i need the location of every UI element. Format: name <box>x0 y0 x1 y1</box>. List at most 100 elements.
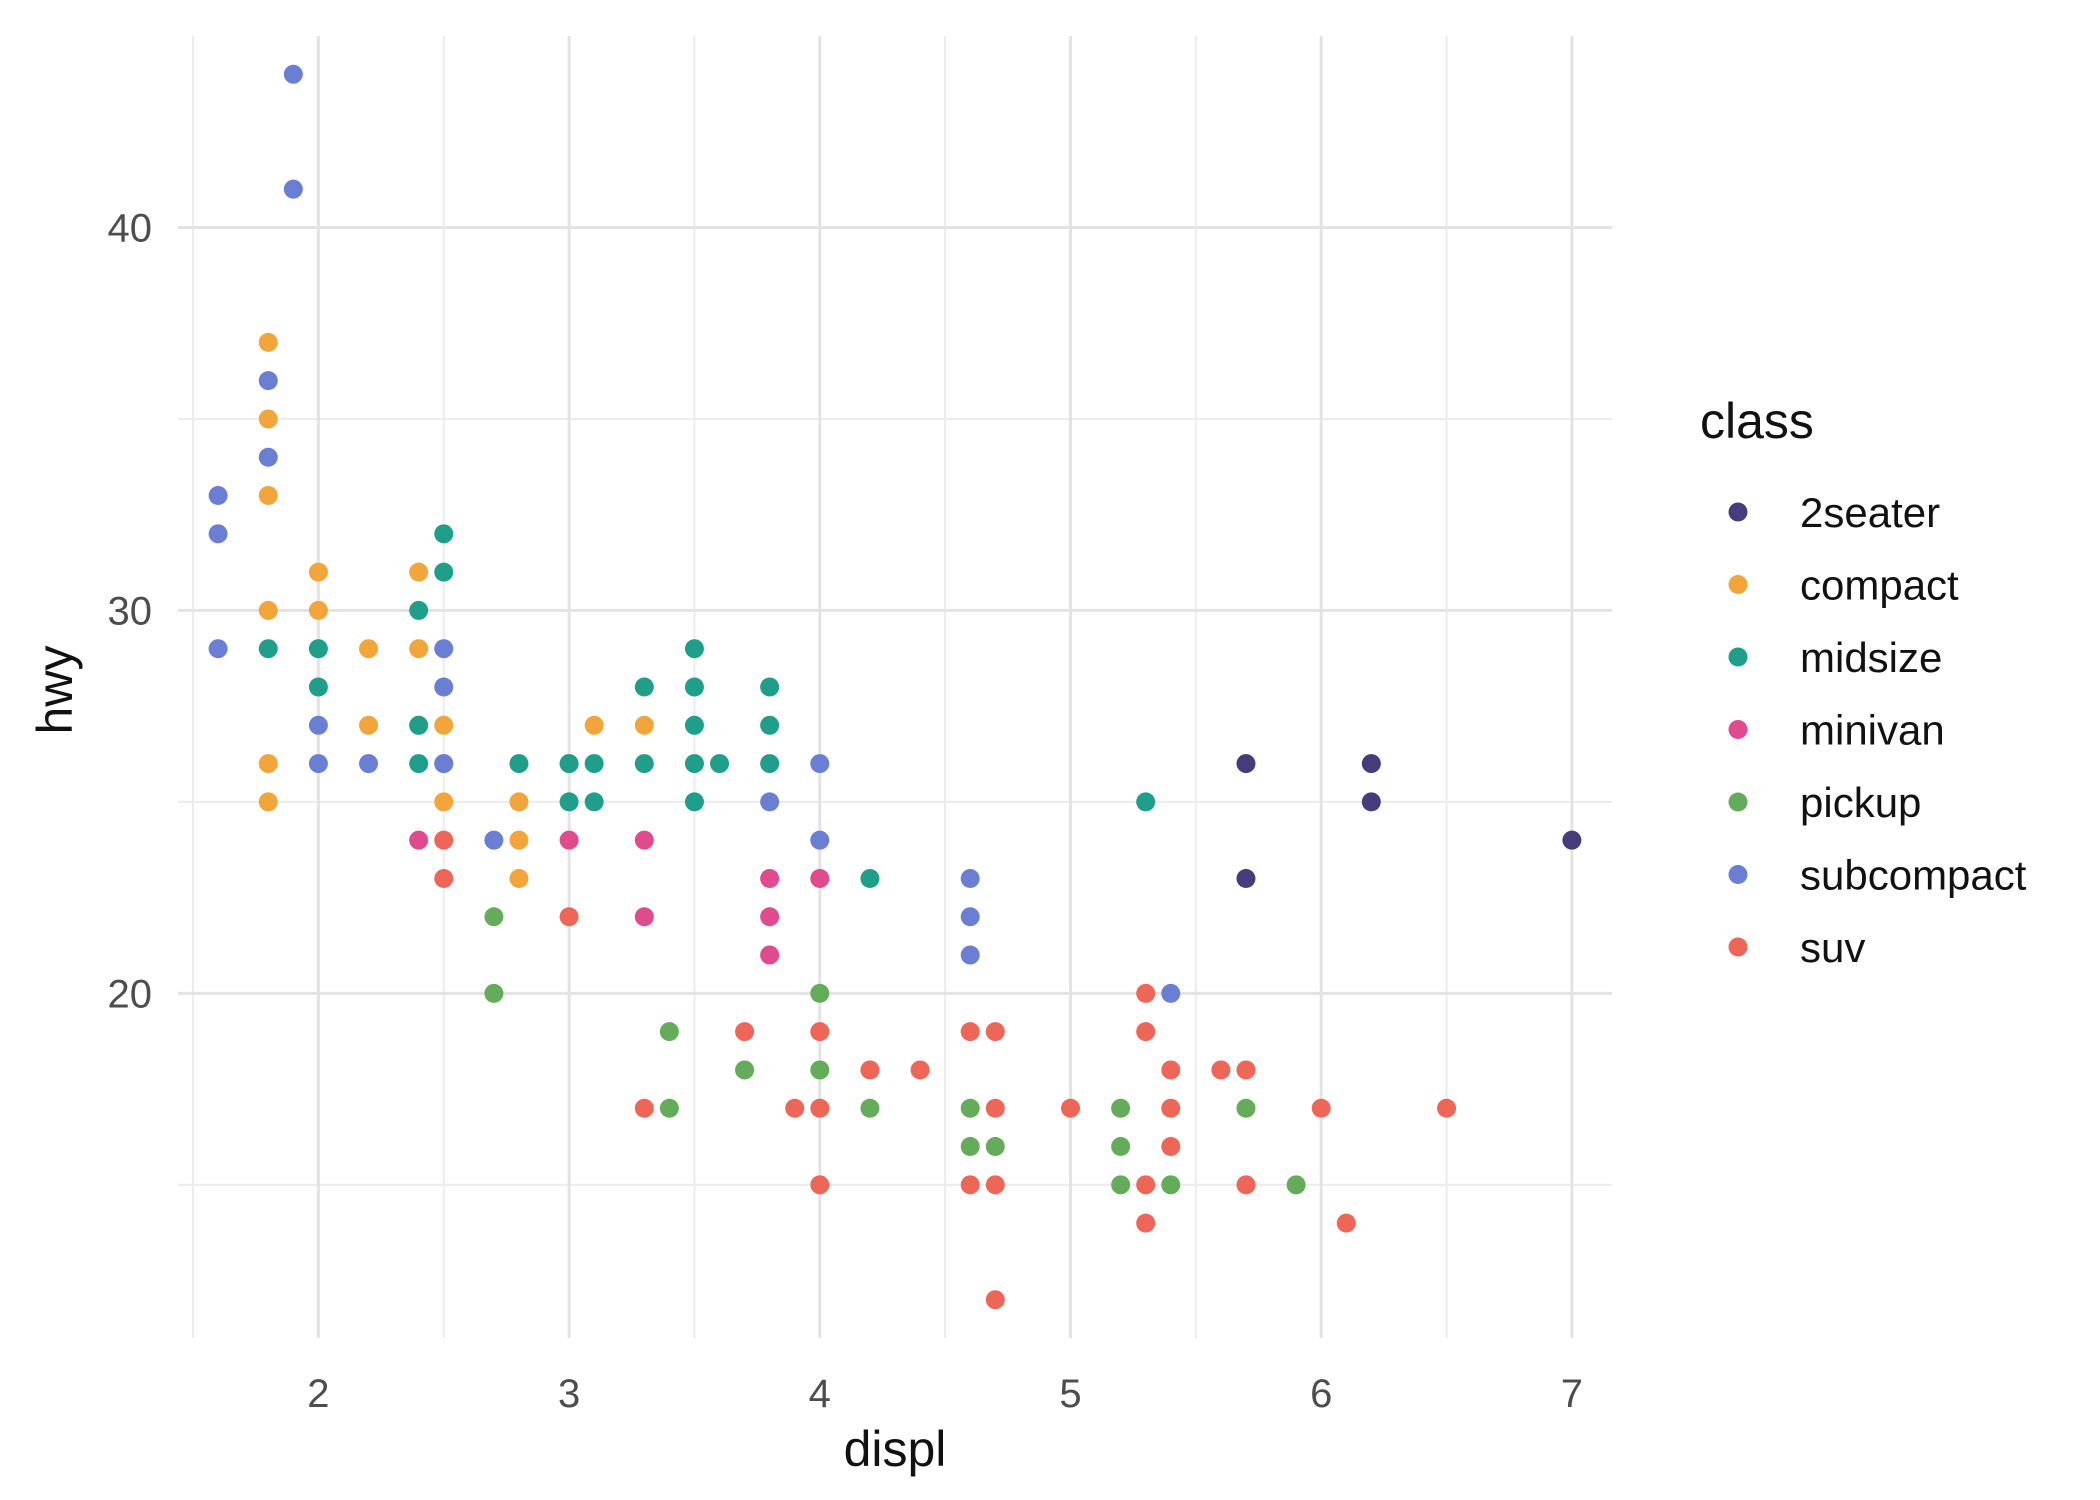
data-point-midsize <box>409 754 429 774</box>
data-point-compact <box>359 715 379 735</box>
data-point-midsize <box>559 754 579 774</box>
data-point-pickup <box>1236 1098 1256 1118</box>
data-point-pickup <box>484 983 504 1003</box>
data-point-midsize <box>684 792 704 812</box>
data-point-suv <box>1136 983 1156 1003</box>
y-tick-label: 40 <box>108 206 153 250</box>
legend-key-subcompact <box>1728 865 1748 884</box>
data-point-compact <box>509 868 529 888</box>
legend-key-minivan <box>1728 720 1748 739</box>
data-point-compact <box>409 639 429 659</box>
data-point-subcompact <box>208 639 228 659</box>
data-point-suv <box>735 1022 755 1042</box>
data-point-suv <box>1136 1175 1156 1195</box>
data-point-subcompact <box>283 179 303 199</box>
legend-key-suv <box>1728 937 1748 957</box>
data-point-compact <box>509 830 529 850</box>
data-point-midsize <box>684 715 704 735</box>
data-point-subcompact <box>434 677 454 697</box>
data-point-suv <box>810 1175 830 1195</box>
data-point-compact <box>434 715 454 735</box>
data-point-compact <box>258 600 278 620</box>
data-point-subcompact <box>960 945 980 965</box>
y-tick-label: 30 <box>108 589 153 633</box>
data-point-compact <box>359 639 379 659</box>
data-point-midsize <box>409 715 429 735</box>
data-point-suv <box>960 1022 980 1042</box>
x-tick-label: 2 <box>307 1372 329 1416</box>
data-point-midsize <box>559 792 579 812</box>
data-point-suv <box>559 907 579 927</box>
data-point-compact <box>308 562 328 582</box>
data-point-midsize <box>258 639 278 659</box>
data-point-subcompact <box>359 754 379 774</box>
data-points-layer <box>208 64 1582 1310</box>
data-point-subcompact <box>434 639 454 659</box>
data-point-suv <box>1437 1098 1457 1118</box>
data-point-pickup <box>1111 1137 1131 1157</box>
data-point-midsize <box>308 639 328 659</box>
data-point-midsize <box>584 792 604 812</box>
data-point-pickup <box>860 1098 880 1118</box>
data-point-pickup <box>1111 1098 1131 1118</box>
data-point-suv <box>860 1060 880 1080</box>
y-tick-label: 20 <box>108 972 153 1016</box>
data-point-suv <box>1211 1060 1231 1080</box>
data-point-minivan <box>760 868 780 888</box>
grid-layer <box>178 36 1612 1338</box>
data-point-suv <box>1236 1060 1256 1080</box>
data-point-subcompact <box>810 830 830 850</box>
data-point-midsize <box>584 754 604 774</box>
data-point-suv <box>810 1022 830 1042</box>
data-point-compact <box>258 754 278 774</box>
data-point-subcompact <box>810 754 830 774</box>
data-point-suv <box>434 868 454 888</box>
data-point-pickup <box>960 1137 980 1157</box>
data-point-midsize <box>1136 792 1156 812</box>
data-point-midsize <box>409 600 429 620</box>
data-point-subcompact <box>208 524 228 544</box>
x-axis-ticks: 2 3 4 5 6 7 <box>307 1372 1583 1416</box>
legend-label-pickup: pickup <box>1800 779 1921 826</box>
data-point-suv <box>985 1175 1005 1195</box>
data-point-pickup <box>735 1060 755 1080</box>
data-point-suv <box>1311 1098 1331 1118</box>
data-point-compact <box>308 600 328 620</box>
data-point-2seater <box>1562 830 1582 850</box>
data-point-pickup <box>810 1060 830 1080</box>
data-point-suv <box>785 1098 805 1118</box>
data-point-midsize <box>634 677 654 697</box>
data-point-compact <box>258 792 278 812</box>
data-point-midsize <box>860 868 880 888</box>
data-point-suv <box>1060 1098 1080 1118</box>
data-point-minivan <box>760 907 780 927</box>
data-point-minivan <box>409 830 429 850</box>
legend-key-pickup <box>1728 792 1748 812</box>
data-point-minivan <box>760 945 780 965</box>
data-point-suv <box>910 1060 930 1080</box>
data-point-subcompact <box>484 830 504 850</box>
data-point-suv <box>1336 1213 1356 1233</box>
y-axis-title: hwy <box>27 646 83 735</box>
data-point-midsize <box>710 754 730 774</box>
data-point-midsize <box>434 524 454 544</box>
legend-key-2seater <box>1728 502 1748 522</box>
data-point-pickup <box>960 1098 980 1118</box>
data-point-midsize <box>434 562 454 582</box>
data-point-subcompact <box>760 792 780 812</box>
data-point-subcompact <box>960 868 980 888</box>
data-point-pickup <box>810 983 830 1003</box>
legend-label-minivan: minivan <box>1800 707 1945 754</box>
data-point-subcompact <box>308 715 328 735</box>
data-point-compact <box>258 332 278 352</box>
data-point-2seater <box>1361 754 1381 774</box>
data-point-compact <box>509 792 529 812</box>
legend-label-suv: suv <box>1800 924 1865 971</box>
data-point-midsize <box>634 754 654 774</box>
legend-label-2seater: 2seater <box>1800 489 1940 536</box>
data-point-compact <box>584 715 604 735</box>
data-point-subcompact <box>434 754 454 774</box>
legend-title: class <box>1700 393 1814 449</box>
data-point-2seater <box>1236 868 1256 888</box>
